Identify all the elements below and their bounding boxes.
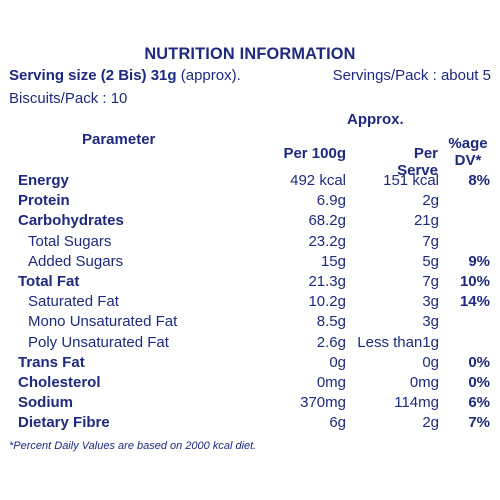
value-per-100g: 0g xyxy=(329,353,346,371)
value-per-serve: Less than1g xyxy=(357,333,439,351)
value-per-100g: 6g xyxy=(329,414,346,432)
table-row: Added Sugars 15g 5g 9% xyxy=(0,252,500,272)
table-row: Poly Unsaturated Fat 2.6g Less than1g xyxy=(0,333,500,353)
nutrient-name: Dietary Fibre xyxy=(18,414,110,432)
value-daily-percent: 14% xyxy=(459,293,490,311)
nutrient-name: Protein xyxy=(18,192,70,210)
nutrient-name: Cholesterol xyxy=(18,373,101,391)
value-daily-percent: 7% xyxy=(468,414,490,432)
value-per-serve: 2g xyxy=(422,192,439,210)
nutrient-name: Sodium xyxy=(18,394,73,412)
header-parameter: Parameter xyxy=(82,131,156,148)
value-per-serve: 2g xyxy=(422,414,439,432)
nutrient-name: Poly Unsaturated Fat xyxy=(28,333,169,351)
value-per-100g: 0mg xyxy=(316,373,346,391)
header-approx: Approx. xyxy=(347,111,404,128)
nutrient-name: Total Fat xyxy=(18,272,80,290)
value-per-100g: 10.2g xyxy=(308,293,346,311)
value-per-100g: 15g xyxy=(320,252,346,270)
value-daily-percent: 0% xyxy=(468,353,490,371)
table-row: Total Fat 21.3g 7g 10% xyxy=(0,272,500,292)
table-row: Energy 492 kcal 151 kcal 8% xyxy=(0,171,500,191)
value-per-serve: 7g xyxy=(422,272,439,290)
value-per-100g: 23.2g xyxy=(308,232,346,250)
value-daily-percent: 6% xyxy=(468,394,490,412)
footnote: *Percent Daily Values are based on 2000 … xyxy=(9,440,257,452)
nutrient-name: Carbohydrates xyxy=(18,212,124,230)
table-row: Sodium 370mg 114mg 6% xyxy=(0,393,500,413)
value-per-serve: 7g xyxy=(422,232,439,250)
table-row: Mono Unsaturated Fat 8.5g 3g xyxy=(0,312,500,332)
header-dv-line2: DV* xyxy=(454,152,482,169)
header-per-100g: Per 100g xyxy=(283,145,346,162)
value-per-100g: 2.6g xyxy=(316,333,346,351)
table-row: Trans Fat 0g 0g 0% xyxy=(0,353,500,373)
serving-size-label: Serving size (2 Bis) 31g xyxy=(9,67,177,84)
panel-title: NUTRITION INFORMATION xyxy=(144,44,356,63)
table-row: Carbohydrates 68.2g 21g xyxy=(0,211,500,231)
nutrient-name: Added Sugars xyxy=(28,252,124,270)
serving-info: Serving size (2 Bis) 31g (approx). Servi… xyxy=(9,67,491,84)
value-per-serve: 21g xyxy=(413,212,439,230)
table-row: Total Sugars 23.2g 7g xyxy=(0,232,500,252)
serving-size: Serving size (2 Bis) 31g (approx). xyxy=(9,67,241,84)
value-per-serve: 3g xyxy=(422,313,439,331)
value-per-serve: 151 kcal xyxy=(383,172,439,189)
table-row: Dietary Fibre 6g 2g 7% xyxy=(0,413,500,433)
value-daily-percent: 9% xyxy=(468,252,490,270)
header-per-serve: Per Serve xyxy=(397,145,438,179)
value-per-100g: 492 kcal xyxy=(290,172,346,189)
serving-size-note: (approx). xyxy=(180,67,241,84)
value-daily-percent: 8% xyxy=(468,172,490,189)
value-per-serve: 0g xyxy=(422,353,439,371)
value-per-100g: 8.5g xyxy=(316,313,346,331)
biscuits-per-pack: Biscuits/Pack : 10 xyxy=(9,90,128,107)
value-per-serve: 114mg xyxy=(394,394,439,412)
header-daily-value: %age DV* xyxy=(440,135,496,169)
value-per-100g: 6.9g xyxy=(316,192,346,210)
value-per-100g: 21.3g xyxy=(308,272,346,290)
nutrient-name: Mono Unsaturated Fat xyxy=(28,313,178,331)
value-per-serve: 0mg xyxy=(409,373,439,391)
table-row: Cholesterol 0mg 0mg 0% xyxy=(0,373,500,393)
nutrient-table: Energy 492 kcal 151 kcal 8% Protein 6.9g… xyxy=(0,171,500,433)
nutrient-name: Saturated Fat xyxy=(28,293,119,311)
nutrient-name: Trans Fat xyxy=(18,353,85,371)
value-per-serve: 5g xyxy=(422,252,439,270)
table-row: Saturated Fat 10.2g 3g 14% xyxy=(0,292,500,312)
nutrient-name: Total Sugars xyxy=(28,232,112,250)
value-daily-percent: 0% xyxy=(468,373,490,391)
header-dv-line1: %age xyxy=(448,135,488,152)
table-row: Protein 6.9g 2g xyxy=(0,191,500,211)
nutrient-name: Energy xyxy=(18,172,69,189)
value-daily-percent: 10% xyxy=(459,272,490,290)
value-per-serve: 3g xyxy=(422,293,439,311)
value-per-100g: 68.2g xyxy=(308,212,346,230)
servings-per-pack: Servings/Pack : about 5 xyxy=(332,67,491,84)
value-per-100g: 370mg xyxy=(300,394,346,412)
